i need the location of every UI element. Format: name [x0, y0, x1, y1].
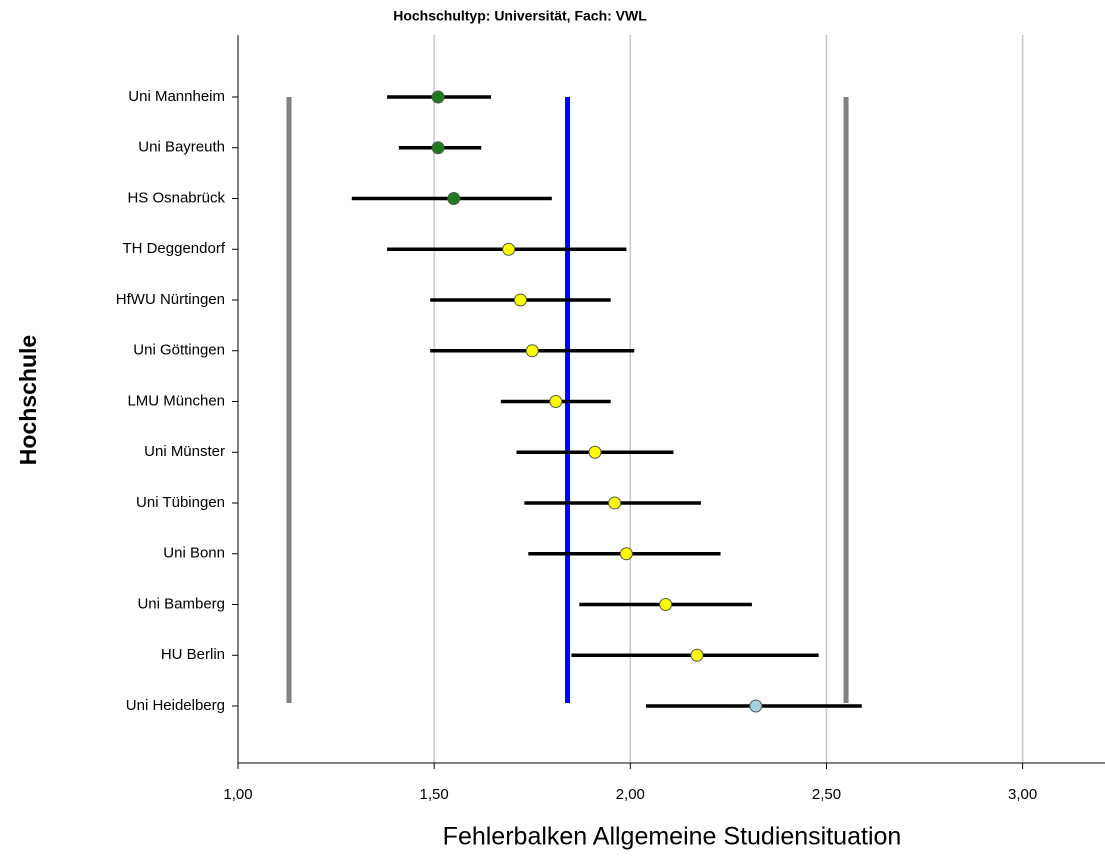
x-axis-title: Fehlerbalken Allgemeine Studiensituation: [443, 823, 902, 851]
chart-title: Hochschultyp: Universität, Fach: VWL: [393, 8, 647, 24]
x-tick-label: 1,00: [223, 786, 252, 803]
y-tick-label: HU Berlin: [161, 646, 225, 663]
x-tick-label: 1,50: [420, 786, 449, 803]
y-tick-label: HfWU Nürtingen: [116, 291, 225, 308]
mean-point: [608, 496, 622, 510]
y-tick-label: HS Osnabrück: [127, 189, 225, 206]
x-tick-label: 2,00: [616, 786, 645, 803]
mean-point: [549, 395, 563, 408]
y-tick-label: Uni Bamberg: [137, 595, 225, 612]
y-axis-title: Hochschule: [15, 335, 41, 465]
y-tick-label: Uni Bonn: [163, 545, 225, 562]
x-tick-label: 3,00: [1008, 786, 1037, 803]
y-tick-label: TH Deggendorf: [122, 240, 225, 257]
y-tick-label: Uni Bayreuth: [138, 139, 225, 156]
y-tick-label: Uni Heidelberg: [126, 697, 225, 714]
mean-point: [431, 90, 445, 104]
y-tick-label: Uni Mannheim: [128, 88, 225, 105]
mean-point: [431, 141, 445, 155]
mean-point: [690, 648, 704, 662]
mean-point: [659, 598, 673, 611]
mean-point: [588, 445, 602, 459]
y-tick-label: Uni Göttingen: [133, 342, 225, 359]
mean-point: [447, 192, 461, 205]
mean-point: [502, 242, 516, 256]
y-tick-label: Uni Münster: [144, 443, 225, 460]
mean-point: [525, 344, 539, 358]
mean-point: [619, 547, 633, 561]
y-tick-label: LMU München: [127, 392, 225, 409]
mean-point: [513, 293, 527, 307]
mean-point: [749, 699, 763, 713]
x-tick-label: 2,50: [812, 786, 841, 803]
y-tick-label: Uni Tübingen: [136, 494, 225, 511]
